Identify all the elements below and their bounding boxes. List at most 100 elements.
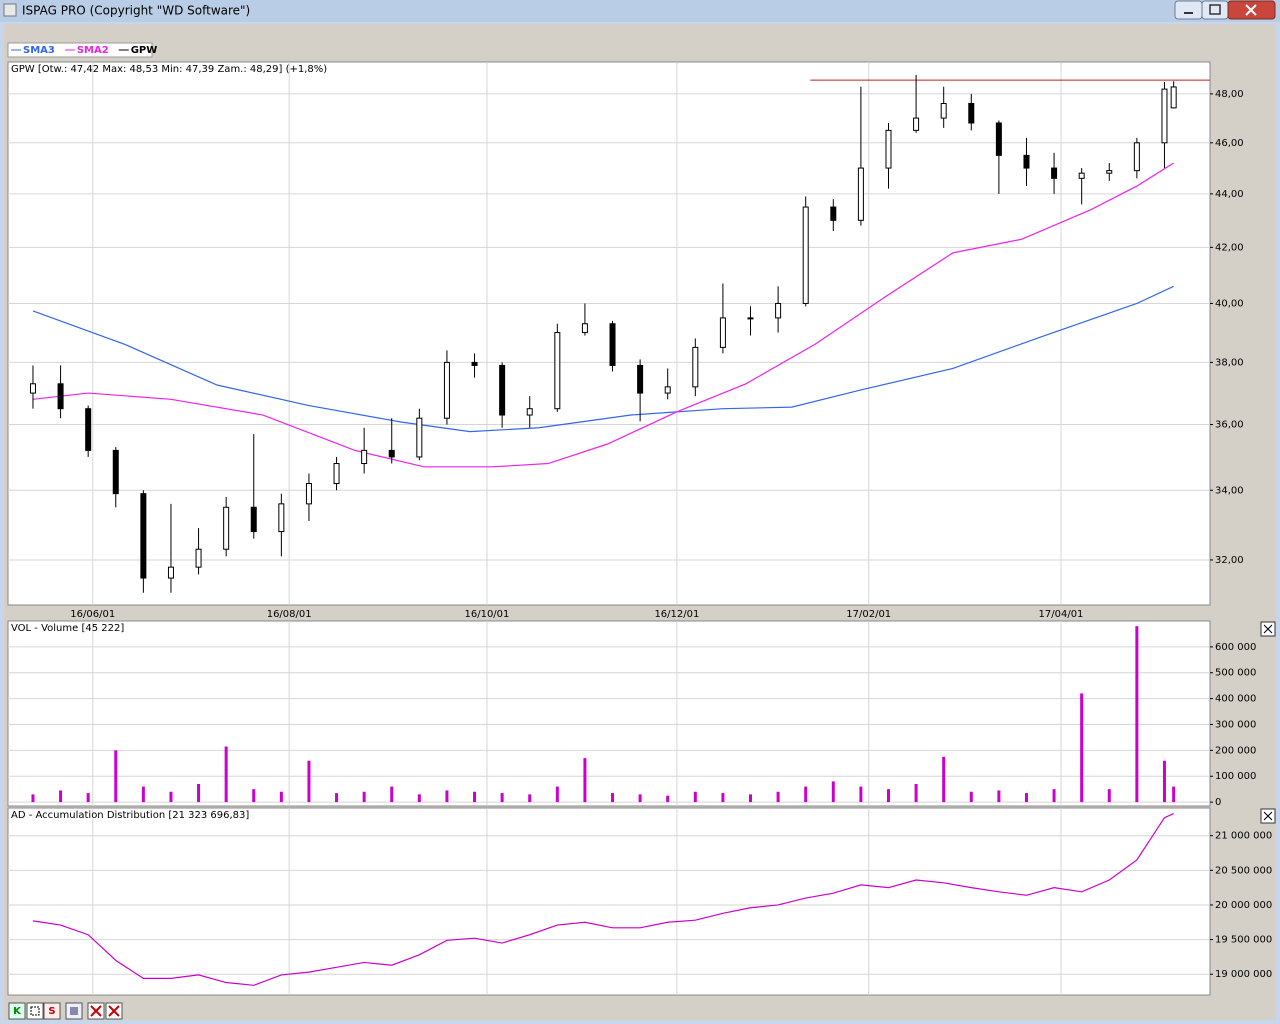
y-tick-label: 46,00 [1215,138,1244,149]
legend-box [7,42,153,58]
candle-body [361,449,368,465]
y-tick-label: 200 000 [1215,745,1256,756]
candle-body [554,332,561,410]
legend: SMA3 SMA2 GPW [11,45,157,56]
volume-bar [1024,793,1028,803]
toolbar-button[interactable] [43,1002,61,1020]
candle-body [609,323,616,366]
pane [7,620,1211,807]
y-tick-label: 100 000 [1215,771,1256,782]
volume-bar [914,784,918,803]
toolbar-button[interactable] [26,1002,44,1020]
volume-bar [721,793,725,803]
close-glyph [1245,4,1257,16]
candle-body [1133,142,1140,172]
candle-body [29,383,36,394]
x-tick-label: 16/12/01 [654,609,699,620]
pane-close-glyph [1263,624,1273,634]
volume-bar [114,750,118,803]
volume-bar [749,794,753,803]
candle-body [775,302,782,319]
toolbar-icon [70,1007,78,1015]
volume-bar [445,790,449,803]
y-tick-label: 20 500 000 [1215,865,1272,876]
legend-label: SMA3 [23,45,55,56]
candle-body [913,117,920,131]
candle-body [1023,154,1030,169]
volume-bar [473,791,477,803]
y-tick-label: 38,00 [1215,357,1244,368]
candle-body [416,417,423,458]
candle-body [830,206,837,221]
candle-body [471,361,478,366]
candle-body [719,317,726,348]
candle-body [1078,172,1085,179]
candle-body [443,361,450,419]
candle-body [885,129,892,169]
volume-bar [997,790,1001,803]
candle-body [250,506,257,533]
volume-bar [500,793,504,803]
pane-title: GPW [Otw.: 47,42 Max: 48,53 Min: 47,39 Z… [11,64,327,75]
toolbar-icon [90,1005,102,1017]
x-tick-label: 16/08/01 [267,609,312,620]
toolbar-button-label: K [13,1006,22,1017]
volume-bar [859,786,863,803]
toolbar-icon [108,1005,120,1017]
volume-bar [169,791,173,803]
y-tick-label: 32,00 [1215,555,1244,566]
pane-title: AD - Accumulation Distribution [21 323 6… [11,810,249,821]
candle-body [278,503,285,533]
maximize-button[interactable] [1201,0,1229,20]
candle-body [167,566,174,579]
volume-bar [583,758,587,803]
volume-bar [528,794,532,803]
y-tick-label: 300 000 [1215,719,1256,730]
volume-bar [942,756,946,803]
candle-body [857,167,864,221]
volume-bar [1162,760,1166,803]
volume-bar [197,784,201,803]
candle-body [581,323,588,334]
maximize-glyph [1209,4,1221,15]
candle-body [637,364,644,394]
candle-body [333,463,340,485]
volume-bar [804,786,808,803]
candle-body [940,103,947,119]
candle-body [747,317,754,320]
y-tick-label: 48,00 [1215,89,1244,100]
series-line [32,285,1174,433]
toolbar-button[interactable] [8,1002,26,1020]
minimize-button[interactable] [1174,0,1203,20]
y-tick-label: 500 000 [1215,668,1256,679]
candle-body [57,383,64,410]
volume-bar [638,794,642,803]
y-tick-label: 20 000 000 [1215,900,1272,911]
y-tick-label: 44,00 [1215,189,1244,200]
app-icon [3,3,17,17]
volume-bar [1052,789,1056,803]
y-tick-label: 0 [1215,797,1221,808]
x-tick-label: 16/06/01 [70,609,115,620]
candle-body [388,449,395,458]
candle-body [85,408,92,451]
y-tick-label: 600 000 [1215,642,1256,653]
candle-body [195,548,202,568]
legend-label: SMA2 [77,45,109,56]
volume-bar [141,786,145,803]
candle-body [526,408,533,416]
toolbar-icon [30,1006,40,1016]
volume-bar [1107,789,1111,803]
volume-bar [969,791,973,803]
y-tick-label: 19 000 000 [1215,969,1272,980]
volume-bar [59,790,63,803]
series-line [32,162,1174,468]
y-tick-label: 40,00 [1215,298,1244,309]
candle-body [223,506,230,550]
volume-bar [1135,626,1139,803]
pane-title: VOL - Volume [45 222] [11,623,124,634]
volume-bar [611,793,615,803]
pane [7,807,1211,996]
volume-bar [666,795,670,803]
